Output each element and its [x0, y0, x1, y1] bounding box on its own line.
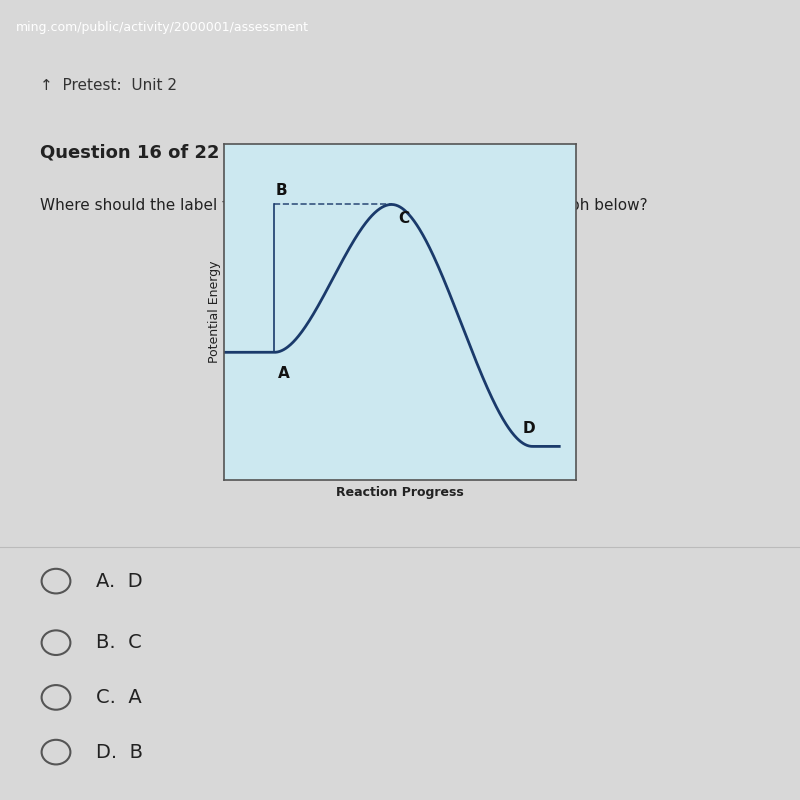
Text: A.  D: A. D [96, 572, 142, 590]
Text: D.  B: D. B [96, 742, 143, 762]
Text: ming.com/public/activity/2000001/assessment: ming.com/public/activity/2000001/assessm… [16, 22, 309, 34]
Text: ↑  Pretest:  Unit 2: ↑ Pretest: Unit 2 [40, 78, 177, 94]
Text: B.  C: B. C [96, 633, 142, 652]
Text: C: C [398, 211, 410, 226]
Text: A: A [278, 366, 290, 381]
Text: D: D [522, 422, 535, 436]
Text: Where should the label for the activation energy be added to the graph below?: Where should the label for the activatio… [40, 198, 648, 213]
Text: B: B [276, 182, 287, 198]
X-axis label: Reaction Progress: Reaction Progress [336, 486, 464, 498]
Y-axis label: Potential Energy: Potential Energy [208, 261, 222, 363]
Text: Question 16 of 22: Question 16 of 22 [40, 143, 219, 162]
Text: C.  A: C. A [96, 688, 142, 707]
